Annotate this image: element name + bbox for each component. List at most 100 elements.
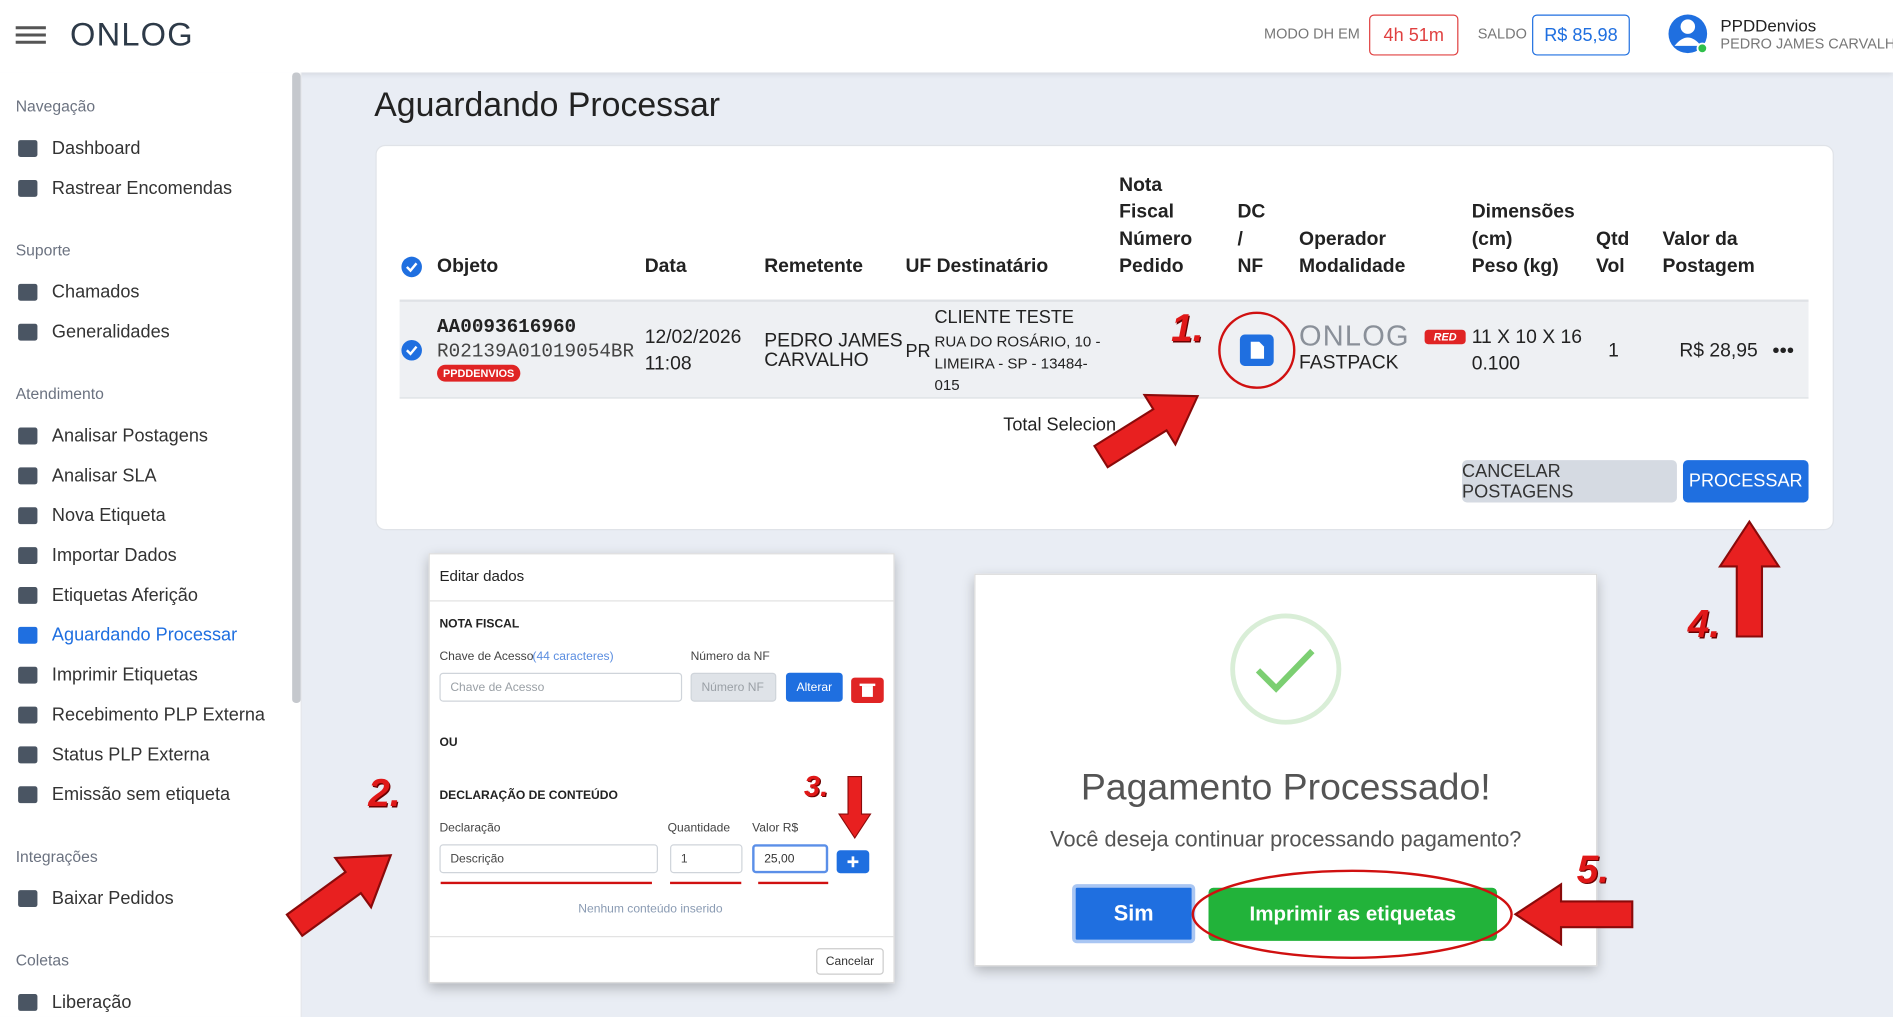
sidebar-item[interactable]: Analisar Postagens [51,425,208,447]
sidebar-icon [18,586,38,604]
separator-label: OU [439,736,458,750]
total-selected: Total Selecion [1003,414,1117,436]
sidebar-icon [18,427,38,445]
process-button[interactable]: PROCESSAR [1682,460,1809,503]
column-header: Número [1119,228,1193,250]
field-label: Valor R$ [752,821,799,836]
sidebar-item[interactable]: Baixar Pedidos [51,888,174,909]
section-title: NOTA FISCAL [439,617,520,632]
quantity: 1 [1608,340,1619,362]
object-code: R02139A01019054BR [437,340,635,363]
section-title: DECLARAÇÃO DE CONTEÚDO [439,789,618,803]
annotation: 1. [1171,306,1204,350]
top-bar [0,0,1893,73]
field-label: Quantidade [667,821,731,836]
column-header: Peso (kg) [1471,256,1559,277]
declaration-input[interactable]: Descrição [439,844,658,874]
field-label: Número da NF [690,650,770,664]
sidebar-item[interactable]: Etiquetas Aferição [51,585,198,606]
sidebar-icon [18,626,38,644]
column-header: Qtd [1596,228,1630,250]
success-title: Pagamento Processado! [1080,765,1491,809]
sidebar-item[interactable]: Emissão sem etiqueta [51,784,231,805]
postage-value: R$ 28,95 [1679,340,1758,362]
time: 11:08 [644,353,692,375]
dimensions: 11 X 10 X 16 [1471,327,1582,348]
sidebar-icon [18,706,38,724]
mode-label: MODO DH EM [1264,25,1360,43]
column-header: DC [1237,201,1266,223]
sidebar-section: Coletas [15,951,69,970]
column-header: Pedido [1119,256,1184,277]
recipient-address: LIMEIRA - SP - 13484- [934,355,1088,373]
sidebar-item[interactable]: Chamados [51,282,140,303]
yes-button[interactable]: Sim [1072,884,1196,944]
change-button[interactable]: Alterar [785,672,843,702]
field-label: Declaração [439,821,501,836]
sender: PEDRO JAMES [764,330,903,352]
mode-value: 4h 51m [1369,14,1459,56]
sender-tag: PPDDENVIOS [437,364,521,382]
sender: CARVALHO [764,350,869,371]
access-key-input[interactable]: Chave de Acesso [439,672,683,702]
recipient-address: 015 [934,376,960,394]
user-name: PPDDenvios [1720,15,1817,36]
column-header: Modalidade [1299,256,1406,277]
operator-badge: RED [1424,329,1466,345]
quantity-input[interactable]: 1 [670,844,743,874]
column-header: / [1237,228,1243,250]
modal-title: Editar dados [439,567,525,585]
sidebar-icon [18,507,38,525]
sidebar-icon [18,283,38,301]
sidebar-item[interactable]: Nova Etiqueta [51,505,166,526]
sidebar-item[interactable]: Imprimir Etiquetas [51,664,198,686]
sidebar-icon [18,994,38,1011]
column-header: UF Destinatário [905,256,1049,277]
sidebar-item[interactable]: Status PLP Externa [51,744,210,766]
column-header: Data [644,256,687,277]
divider [429,936,894,938]
sidebar-icon [18,890,38,908]
annotation: 4. [1687,602,1721,646]
user-fullname: PEDRO JAMES CARVALHO [1720,35,1893,52]
sidebar-item[interactable]: Importar Dados [51,545,177,566]
state: PR [905,341,931,362]
empty-message: Nenhum conteúdo inserido [578,902,723,917]
value-input[interactable]: 25,00 [752,844,829,874]
sidebar-item[interactable]: Dashboard [51,138,141,159]
column-header: Remetente [764,256,863,277]
sidebar-item[interactable]: Recebimento PLP Externa [51,704,266,726]
sidebar-item[interactable]: Generalidades [51,321,170,343]
column-header: Dimensões [1471,201,1575,223]
column-header: Postagem [1662,256,1755,277]
sidebar-item[interactable]: Aguardando Processar [51,625,238,646]
sidebar-icon [18,179,38,197]
sidebar-item[interactable]: Analisar SLA [51,465,157,487]
sidebar-section: Suporte [15,240,71,260]
success-message: Você deseja continuar processando pagame… [1050,826,1522,851]
annotation: 2. [368,771,401,815]
column-header: (cm) [1471,228,1513,250]
recipient-name: CLIENTE TESTE [934,307,1075,328]
sidebar-item[interactable]: Rastrear Encomendas [51,178,233,199]
sidebar-icon [18,786,38,804]
sidebar-icon [18,467,38,485]
annotation: 5. [1576,847,1609,891]
print-button[interactable]: Imprimir as etiquetas [1208,887,1498,941]
sidebar-item[interactable]: Liberação [51,992,132,1013]
cancel-button[interactable]: CANCELAR POSTAGENS [1462,460,1677,503]
sidebar-icon [18,140,38,158]
sidebar [0,72,302,1017]
edit-modal [428,553,895,984]
sidebar-section: Atendimento [15,384,104,403]
sidebar-icon [18,323,38,341]
nf-number-input[interactable]: Número NF [690,672,777,702]
cancel-modal-button[interactable]: Cancelar [816,948,884,975]
column-header: Nota [1119,174,1163,196]
field-label: Chave de Acesso [439,650,534,664]
column-header: Fiscal [1119,201,1174,223]
sidebar-section: Navegação [15,97,96,116]
annotation: 3. [804,770,829,804]
